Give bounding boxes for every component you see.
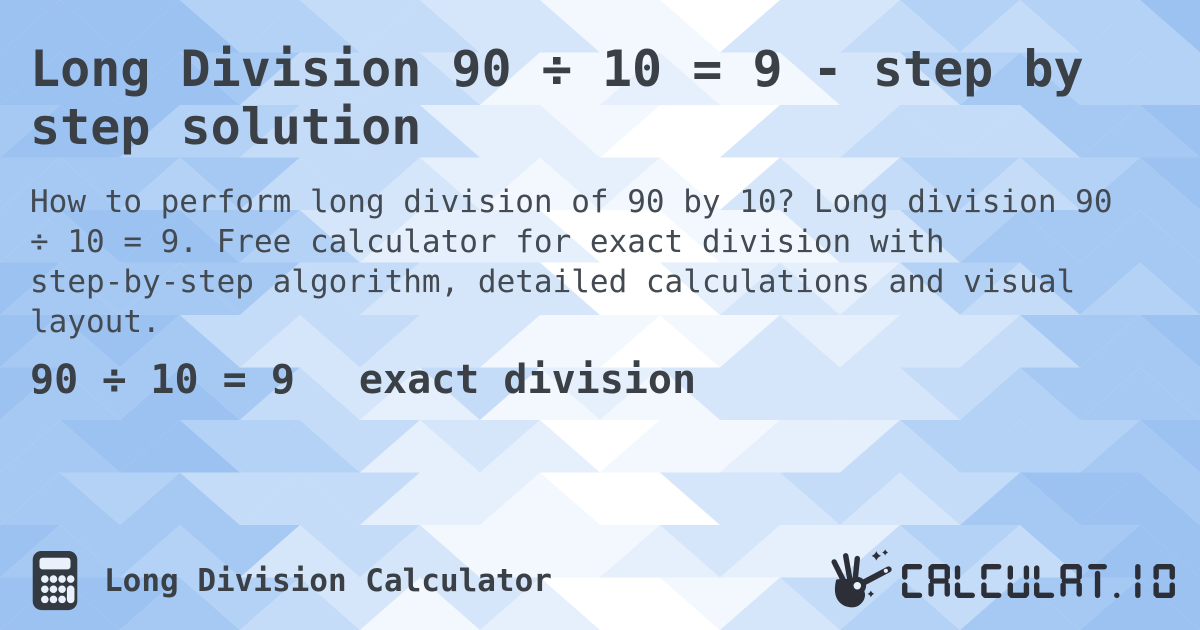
footer-app: Long Division Calculator (24, 549, 552, 613)
page-description: How to perform long division of 90 by 10… (30, 184, 1113, 340)
result-label: exact division (358, 357, 697, 403)
result-line: 90 ÷ 10 = 9 exact division (30, 356, 1174, 404)
calculator-icon (32, 550, 78, 611)
brand-logo (821, 547, 1175, 615)
result-equation: 90 ÷ 10 = 9 (30, 357, 295, 403)
footer: Long Division Calculator (24, 548, 1175, 614)
app-name: Long Division Calculator (104, 563, 552, 599)
page-title: Long Division 90 ÷ 10 = 9 - step by step… (30, 40, 1084, 156)
brand-wordmark (902, 564, 1175, 598)
magic-wand-icon (831, 549, 892, 608)
